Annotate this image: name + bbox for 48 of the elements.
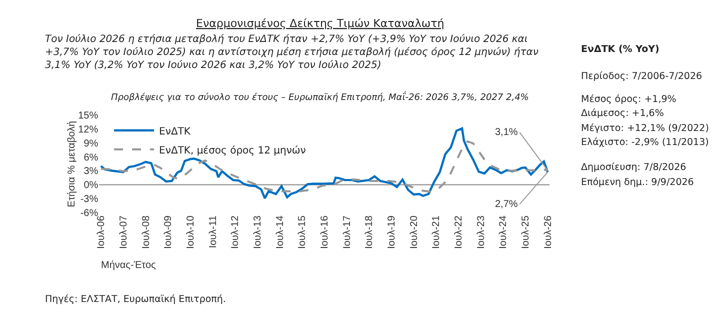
- x-tick-label: Ιουλ-20: [408, 215, 420, 249]
- x-tick-label: Ιουλ-13: [252, 215, 264, 249]
- x-tick-label: Ιουλ-24: [498, 215, 510, 249]
- x-tick-label: Ιουλ-06: [96, 215, 108, 249]
- x-tick-label: Ιουλ-25: [520, 215, 532, 249]
- x-axis-title: Μήνας-Έτος: [101, 260, 156, 271]
- x-tick-label: Ιουλ-12: [230, 215, 242, 249]
- x-tick-label: Ιουλ-14: [274, 215, 286, 249]
- x-tick-label: Ιουλ-23: [476, 215, 487, 249]
- y-tick-label: 6%: [84, 152, 98, 164]
- y-axis-title: Ετήσια % μεταβολή: [66, 120, 78, 208]
- legend-label: ΕνΔΤΚ, μέσος όρος 12 μηνών: [159, 145, 306, 156]
- x-tick-label: Ιουλ-26: [542, 215, 554, 249]
- y-tick-label: 9%: [84, 138, 98, 150]
- x-tick-label: Ιουλ-21: [431, 215, 442, 249]
- y-tick-label: -6%: [80, 208, 98, 220]
- text: ΕνΔΤΚ (% YoY): [581, 44, 660, 55]
- line-series: [100, 127, 549, 200]
- chart-subtitle: Τον Ιούλιο 2026 η ετήσια μεταβολή του ΕνΔΤΚ ήταν +2,7% YoY (+3,9% YoY τον Ιούνιο 2026 και +3,7% YoY τον Ιούλιο 2025) και η αντίστοιχη μέση ετήσια μεταβολή (μέσος όρος 12 μηνών) ήταν 3,1% YoY (3,2% YoY τον Ιούνιο 2026 και 3,2% YoY τον Ιούλιο 2025): [45, 34, 539, 71]
- annotation: 3,1%: [495, 127, 518, 138]
- text: Μέγιστο: +12,1% (9/2022): [581, 123, 709, 134]
- x-tick-label: Ιουλ-08: [140, 215, 152, 249]
- text: Διάμεσος: +1,6%: [581, 108, 664, 119]
- legend-label: ΕνΔΤΚ: [159, 126, 191, 138]
- x-tick-label: Ιουλ-07: [118, 215, 130, 249]
- text: Δημοσίευση: 7/8/2026: [581, 162, 686, 173]
- y-tick-label: 12%: [78, 124, 98, 136]
- x-tick-label: Ιουλ-10: [186, 215, 197, 249]
- text: Περίοδος: 7/2006-7/2026: [581, 71, 702, 82]
- x-tick-label: Ιουλ-15: [297, 215, 308, 249]
- x-tick-label: Ιουλ-22: [454, 215, 465, 249]
- y-tick-label: 3%: [84, 166, 98, 178]
- x-tick-label: Ιουλ-19: [386, 215, 398, 249]
- y-tick-label: 0%: [84, 180, 98, 192]
- x-tick-label: Ιουλ-11: [208, 215, 219, 248]
- text: Προβλέψεις για το σύνολο του έτους – Ευρωπαϊκή Επιτροπή, Μαΐ-26: 2026 3,7%, 2027 2,4%: [111, 91, 529, 103]
- x-tick-label: Ιουλ-18: [364, 215, 376, 249]
- chart-title: Εναρμονισμένος Δείκτης Τιμών Καταναλωτή: [196, 17, 444, 30]
- annotation: 2,7%: [495, 199, 518, 210]
- text: Πηγές: ΕΛΣΤΑΤ, Ευρωπαϊκή Επιτροπή.: [45, 294, 226, 305]
- x-tick-label: Ιουλ-16: [320, 215, 331, 249]
- text: Μέσος όρος: +1,9%: [581, 94, 676, 105]
- text: Επόμενη δημ.: 9/9/2026: [581, 177, 694, 188]
- y-tick-label: 15%: [78, 110, 98, 122]
- text: Ελάχιστο: -2,9% (11/2013): [581, 137, 709, 148]
- y-tick-label: -3%: [80, 194, 98, 206]
- x-tick-label: Ιουλ-09: [163, 215, 174, 249]
- x-tick-label: Ιουλ-17: [342, 215, 353, 249]
